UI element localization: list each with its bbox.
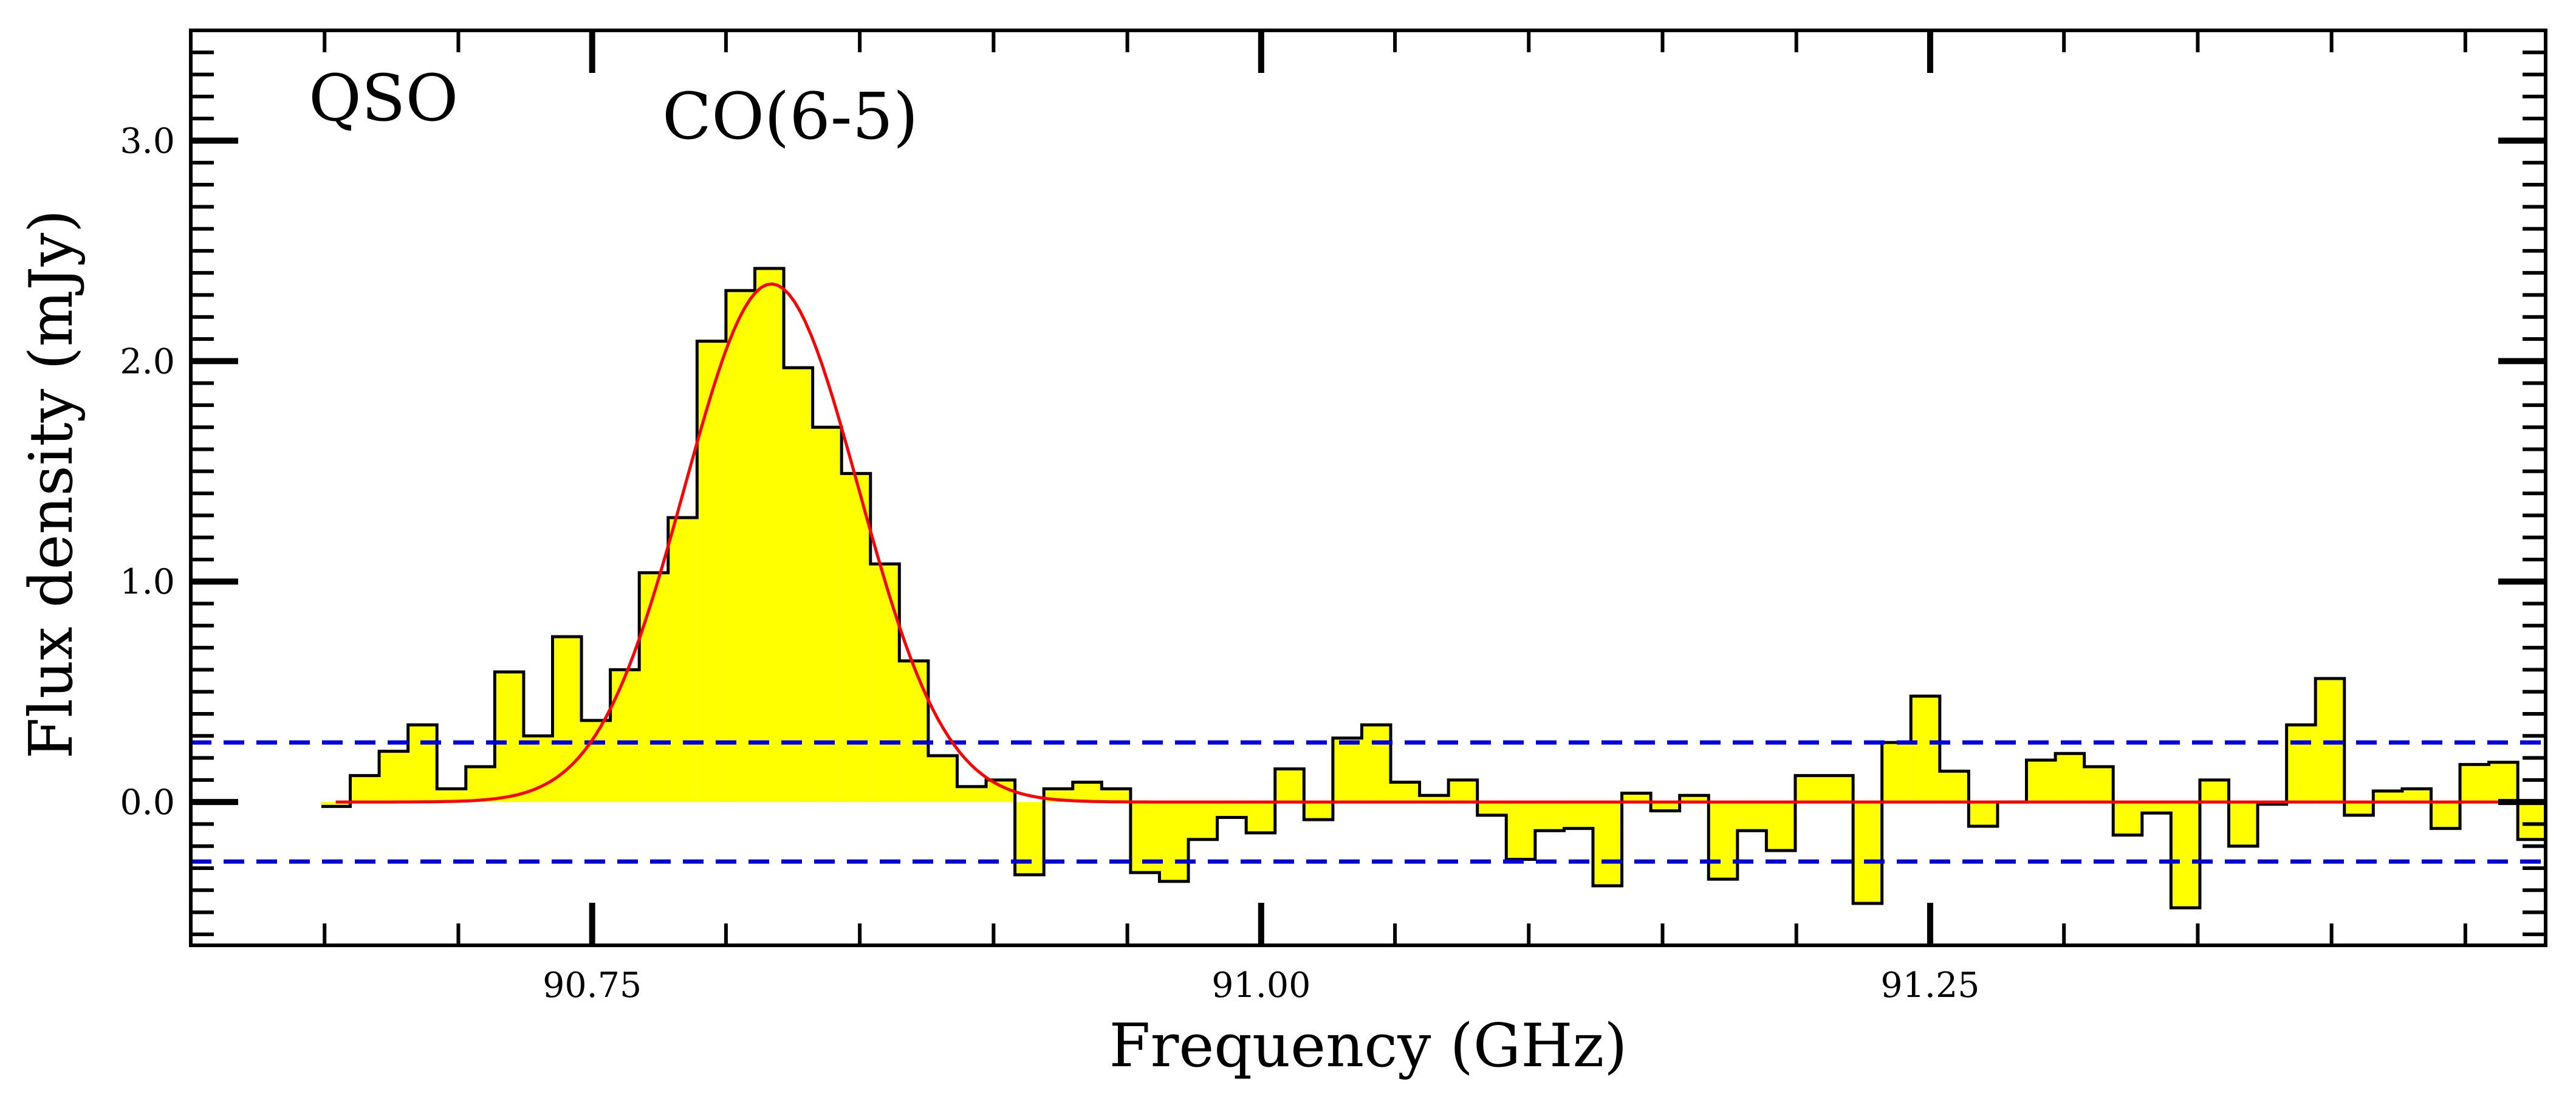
histogram-bar — [1448, 779, 1478, 803]
histogram-bar — [1246, 802, 1275, 833]
histogram-bar — [1911, 696, 1940, 803]
histogram-bar — [957, 786, 987, 803]
histogram-bar — [2286, 725, 2316, 803]
histogram-bar — [1853, 802, 1882, 904]
histogram-bar — [1968, 802, 1998, 827]
histogram-bar — [1101, 789, 1131, 803]
histogram-bar — [1795, 775, 1824, 803]
histogram-bar — [465, 767, 495, 803]
histogram-bar — [552, 636, 582, 803]
histogram-bar — [1737, 802, 1767, 831]
histogram-bar — [2142, 802, 2171, 813]
histogram-bar — [1592, 802, 1622, 886]
y-tick-label: 2.0 — [120, 341, 175, 382]
histogram-bar — [1072, 782, 1102, 803]
histogram-bar — [2431, 802, 2461, 829]
histogram-bar — [1882, 742, 1911, 803]
histogram-bar — [1275, 769, 1304, 803]
histogram-outline — [321, 267, 2546, 909]
histogram-bar — [350, 775, 380, 803]
annotation-qso: QSO — [309, 61, 458, 135]
histogram-bar — [1159, 802, 1189, 882]
histogram-bar — [1708, 802, 1738, 880]
histogram-bar — [1304, 802, 1333, 820]
histogram-bar — [1362, 725, 1391, 803]
histogram-bar — [379, 751, 408, 803]
histogram-bar — [1766, 802, 1795, 851]
histogram-bar — [755, 268, 784, 803]
histogram-bar — [784, 368, 813, 803]
histogram-bar — [841, 473, 871, 803]
histogram-bar — [639, 572, 668, 803]
histogram-bar — [1506, 802, 1535, 860]
histogram-bar — [1332, 738, 1362, 803]
y-tick-label: 1.0 — [120, 562, 175, 602]
histogram-bar — [1188, 802, 1218, 840]
histogram-bar — [928, 755, 957, 803]
histogram-bar — [1419, 795, 1449, 803]
histogram-bar — [1564, 802, 1593, 829]
x-tick-label: 91.00 — [1211, 965, 1310, 1005]
histogram-bar — [2228, 802, 2258, 846]
histogram-bar — [2026, 760, 2056, 803]
tick-labels: 90.75 91.00 91.25 0.0 1.0 2.0 3.0 — [120, 121, 1979, 1005]
histogram-bar — [2518, 802, 2546, 840]
plot-frame — [189, 29, 2547, 947]
histogram-bar — [1622, 793, 1651, 803]
histogram-bar — [1824, 775, 1854, 803]
x-tick-label: 91.25 — [1880, 965, 1979, 1005]
annotation-line-name: CO(6-5) — [662, 79, 918, 154]
histogram-bar — [1217, 802, 1247, 818]
histogram-bar — [2402, 789, 2431, 803]
histogram-bar — [2344, 802, 2374, 815]
histogram-bar — [1939, 771, 1969, 803]
histogram-bar — [812, 427, 842, 803]
histogram-bar — [870, 564, 900, 803]
histogram-bar — [725, 290, 755, 803]
y-axis-label: Flux density (mJy) — [17, 210, 86, 759]
histogram-bar — [2199, 779, 2229, 803]
histogram-bar — [2171, 802, 2200, 908]
histogram-bar — [2373, 790, 2402, 803]
histogram-bar — [1477, 802, 1507, 815]
histogram-bar — [1651, 802, 1680, 811]
gaussian-fit-line — [335, 282, 2546, 804]
axis-ticks — [191, 30, 2546, 945]
histogram-bar — [1679, 795, 1709, 803]
histogram-bar — [2460, 764, 2489, 803]
histogram-bar — [2315, 678, 2345, 803]
histogram-bar — [610, 670, 640, 803]
histogram-bar — [2055, 753, 2084, 803]
histogram-bar — [1535, 802, 1564, 831]
x-axis-label: Frequency (GHz) — [1109, 1012, 1627, 1081]
histogram-bar — [668, 517, 697, 803]
histogram-bar — [899, 660, 928, 803]
x-tick-label: 90.75 — [543, 965, 642, 1005]
histogram-bar — [2489, 762, 2518, 803]
y-tick-label: 3.0 — [120, 121, 175, 161]
histogram-bar — [321, 802, 351, 807]
histogram-bar — [697, 341, 726, 803]
plot-area — [191, 267, 2546, 909]
histogram-bar — [2113, 802, 2142, 835]
histogram-bar — [408, 725, 437, 803]
histogram-bar — [1390, 782, 1420, 803]
y-tick-label: 0.0 — [120, 783, 175, 823]
histogram-bar — [495, 672, 524, 803]
histogram-bar — [437, 789, 466, 803]
histogram-bar — [1015, 802, 1044, 875]
histogram-bar — [2084, 767, 2114, 803]
